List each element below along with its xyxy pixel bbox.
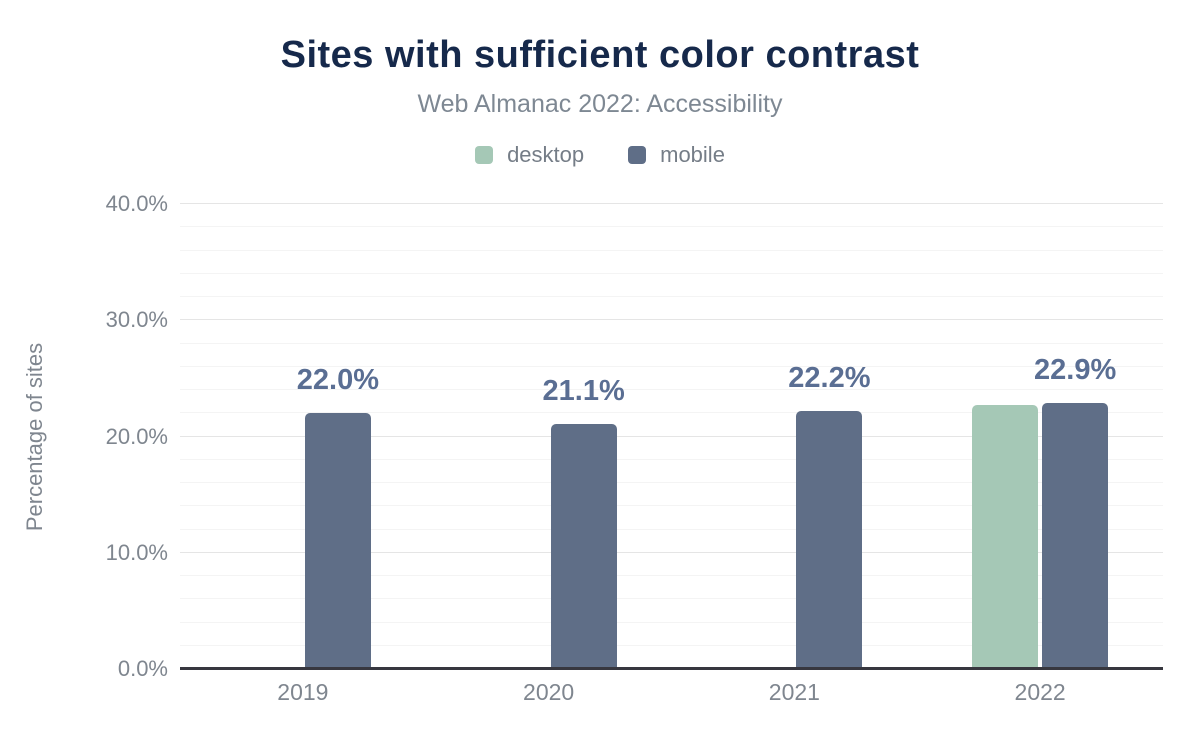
- legend-label-mobile: mobile: [660, 142, 725, 167]
- category-group-2022: 22.9% 2022: [917, 204, 1163, 705]
- bar-pair-2020: 21.1%: [479, 204, 625, 669]
- chart-title: Sites with sufficient color contrast: [280, 34, 920, 76]
- slot-mobile-2021: 22.2%: [788, 204, 870, 669]
- gridline-major: [180, 203, 1163, 204]
- gridline-minor: [180, 226, 1163, 228]
- bar-value-label-2019: 22.0%: [296, 364, 379, 397]
- legend-item-desktop: desktop: [475, 142, 584, 168]
- gridline-minor: [180, 482, 1163, 483]
- plot-area: 22.0% 2019 21.1% 2020 22.2% 2021 22.9% 2022: [180, 203, 1163, 705]
- slot-mobile-2020: 21.1%: [543, 204, 625, 669]
- gridline-minor: [180, 644, 1163, 646]
- legend-item-mobile: mobile: [628, 142, 725, 168]
- gridline-minor: [180, 412, 1163, 414]
- gridline-minor: [180, 296, 1163, 297]
- category-group-2019: 22.0% 2019: [180, 204, 426, 705]
- gridline-minor: [180, 575, 1163, 576]
- slot-mobile-2019: 22.0%: [297, 204, 379, 669]
- chart-legend: desktop mobile: [0, 142, 1200, 168]
- bar-value-label-2020: 21.1%: [542, 374, 625, 407]
- bar-value-label-2021: 22.2%: [788, 361, 871, 394]
- gridline-minor: [180, 272, 1163, 274]
- gridline-minor: [180, 621, 1163, 623]
- slot-desktop-2019: [233, 204, 303, 669]
- y-tick-label-30: 30.0%: [105, 307, 168, 333]
- x-tick-label-2022: 2022: [1014, 679, 1066, 705]
- y-axis-tick-labels: 0.0% 10.0% 20.0% 30.0% 40.0%: [0, 193, 168, 680]
- bar-groups: 22.0% 2019 21.1% 2020 22.2% 2021 22.9% 2022: [180, 204, 1163, 705]
- gridline-minor: [180, 342, 1163, 344]
- y-tick-label-40: 40.0%: [105, 191, 168, 216]
- y-tick-label-20: 20.0%: [105, 423, 168, 449]
- x-tick-label-2021: 2021: [768, 679, 820, 705]
- bar-mobile-2021[interactable]: 22.2%: [788, 363, 870, 669]
- gridline-minor: [180, 249, 1163, 251]
- gridline-minor: [180, 458, 1163, 460]
- x-tick-label-2019: 2019: [277, 679, 329, 705]
- gridline-minor: [180, 365, 1163, 367]
- mobile-swatch-icon: [628, 146, 647, 164]
- desktop-swatch-icon: [475, 146, 494, 164]
- slot-desktop-2022: [970, 204, 1040, 669]
- gridline-minor: [180, 598, 1163, 600]
- legend-label-desktop: desktop: [507, 142, 585, 167]
- category-group-2021: 22.2% 2021: [672, 204, 918, 705]
- bar-pair-2019: 22.0%: [233, 204, 379, 669]
- bar-desktop-2022[interactable]: [972, 405, 1039, 669]
- bar-mobile-2022[interactable]: 22.9%: [1034, 355, 1116, 669]
- y-tick-label-10: 10.0%: [105, 539, 168, 565]
- gridline-minor: [180, 389, 1163, 390]
- bar-pair-2021: 22.2%: [724, 204, 870, 669]
- gridline-major: [180, 551, 1163, 553]
- bar-mobile-2020[interactable]: 21.1%: [543, 376, 625, 669]
- bar-mobile-2019[interactable]: 22.0%: [297, 366, 379, 669]
- slot-desktop-2021: [724, 204, 794, 669]
- slot-desktop-2020: [479, 204, 549, 669]
- gridline-major: [180, 435, 1163, 437]
- slot-mobile-2022: 22.9%: [1034, 204, 1116, 669]
- bar-value-label-2022: 22.9%: [1034, 353, 1117, 386]
- gridline-major: [180, 319, 1163, 321]
- category-group-2020: 21.1% 2020: [426, 204, 672, 705]
- x-tick-label-2020: 2020: [523, 679, 575, 705]
- y-tick-label-0: 0.0%: [117, 656, 168, 681]
- x-axis-line: [180, 667, 1163, 670]
- gridline-minor: [180, 528, 1163, 530]
- chart-subtitle: Web Almanac 2022: Accessibility: [417, 90, 783, 118]
- bar-pair-2022: 22.9%: [970, 204, 1116, 669]
- gridline-minor: [180, 505, 1163, 507]
